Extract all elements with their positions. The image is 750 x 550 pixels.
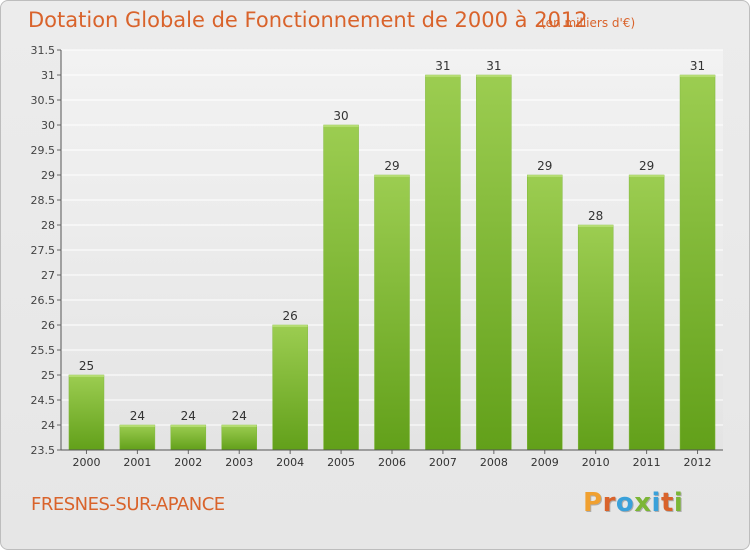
bar-highlight (170, 425, 206, 427)
y-tick-label: 24 (41, 419, 55, 432)
x-tick-label: 2000 (72, 456, 100, 469)
y-tick-label: 31.5 (31, 44, 56, 57)
x-tick-label: 2007 (429, 456, 457, 469)
bar-highlight (323, 125, 359, 127)
bar (628, 174, 665, 451)
y-tick-label: 29 (41, 169, 55, 182)
data-label: 31 (690, 59, 705, 73)
x-tick-label: 2009 (531, 456, 559, 469)
y-tick-label: 26.5 (31, 294, 56, 307)
x-tick-label: 2006 (378, 456, 406, 469)
chart-title: Dotation Globale de Fonctionnement de 20… (28, 8, 588, 32)
bar (68, 374, 105, 451)
y-tick-label: 27.5 (31, 244, 56, 257)
x-tick-label: 2012 (684, 456, 712, 469)
bar (679, 74, 716, 451)
commune-name: FRESNES-SUR-APANCE (31, 494, 225, 515)
y-tick-label: 31 (41, 69, 55, 82)
bar-highlight (68, 375, 104, 377)
bar (577, 224, 614, 451)
data-label: 29 (537, 159, 552, 173)
data-label: 24 (232, 409, 247, 423)
y-tick-label: 30.5 (31, 94, 56, 107)
y-tick-label: 25 (41, 369, 55, 382)
bar (323, 124, 359, 451)
bar-highlight (374, 175, 410, 177)
logo-letter: P (583, 488, 603, 518)
y-tick-label: 24.5 (31, 394, 56, 407)
data-label: 30 (333, 109, 348, 123)
logo-letter: o (615, 488, 635, 518)
x-tick-label: 2011 (633, 456, 661, 469)
data-label: 29 (384, 159, 399, 173)
x-tick-label: 2001 (123, 456, 151, 469)
chart-unit-label: (en milliers d'€) (541, 16, 636, 30)
proxiti-logo: Proxiti (583, 488, 683, 518)
data-label: 31 (486, 59, 501, 73)
y-tick-label: 23.5 (31, 444, 56, 457)
data-label: 31 (435, 59, 450, 73)
bar-highlight (578, 225, 614, 227)
x-tick-label: 2008 (480, 456, 508, 469)
bar (170, 424, 207, 451)
bar-highlight (221, 425, 257, 427)
bar-highlight (629, 175, 665, 177)
data-label: 29 (639, 159, 654, 173)
bar-highlight (680, 75, 716, 77)
logo-letter: t (660, 488, 674, 518)
bar-highlight (272, 325, 308, 327)
bar (527, 174, 563, 451)
bar-highlight (425, 75, 461, 77)
x-tick-label: 2003 (225, 456, 253, 469)
y-tick-label: 25.5 (31, 344, 56, 357)
y-tick-label: 28.5 (31, 194, 56, 207)
bar-highlight (476, 75, 512, 77)
bar-highlight (527, 175, 563, 177)
y-tick-label: 27 (41, 269, 55, 282)
logo-letter: r (602, 488, 616, 518)
data-label: 26 (283, 309, 298, 323)
axes: 23.5 24 24.5 25 25.5 26 26.5 27 27.5 28 28.5 29 29.5… (31, 44, 723, 469)
bar (476, 74, 512, 451)
y-tick-label: 26 (41, 319, 55, 332)
y-tick-label: 29.5 (31, 144, 56, 157)
bar (425, 74, 461, 451)
logo-letter: i (651, 488, 661, 518)
y-tick-label: 30 (41, 119, 55, 132)
x-tick-label: 2005 (327, 456, 355, 469)
x-tick-label: 2004 (276, 456, 304, 469)
bar (272, 324, 308, 451)
data-label: 25 (79, 359, 94, 373)
bar (221, 424, 257, 451)
logo-letter: x (634, 488, 652, 518)
bar-highlight (119, 425, 155, 427)
bars: 25 24 24 24 26 30 29 31 31 29 28 29 31 (68, 59, 716, 451)
bar (374, 174, 410, 451)
data-label: 24 (181, 409, 196, 423)
data-label: 28 (588, 209, 603, 223)
bar (119, 424, 156, 451)
y-tick-label: 28 (41, 219, 55, 232)
x-tick-label: 2002 (174, 456, 202, 469)
logo-letter: i (673, 488, 684, 518)
data-label: 24 (130, 409, 145, 423)
x-tick-label: 2010 (582, 456, 610, 469)
